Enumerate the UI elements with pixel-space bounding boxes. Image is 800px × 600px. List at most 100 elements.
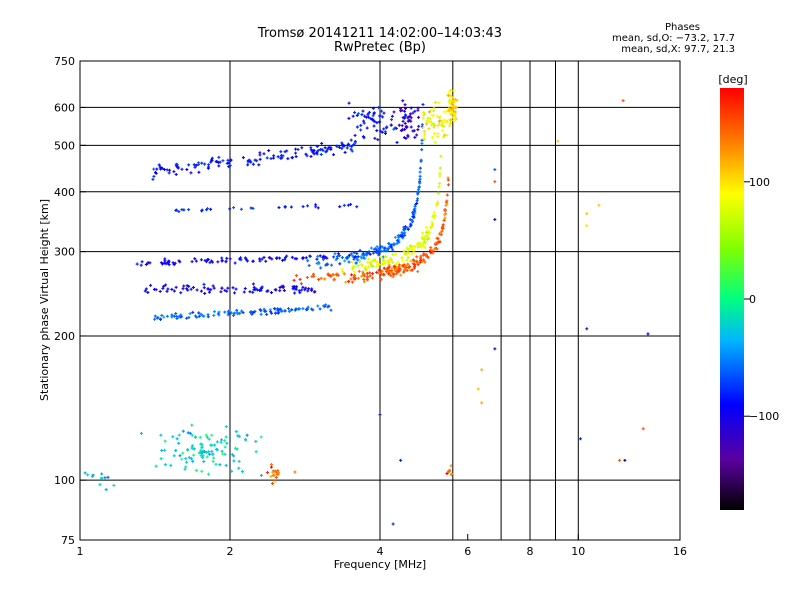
curve-point bbox=[430, 224, 434, 228]
cluster-point bbox=[194, 468, 198, 472]
cluster-point bbox=[276, 469, 280, 473]
trace-point bbox=[176, 166, 180, 170]
cluster-point bbox=[375, 129, 379, 133]
trace-point bbox=[212, 313, 216, 317]
trace-point bbox=[209, 160, 213, 164]
trace-point bbox=[182, 208, 186, 212]
curve-point bbox=[363, 274, 367, 278]
trace-point bbox=[225, 289, 229, 293]
cluster-point bbox=[445, 472, 449, 476]
cluster-point bbox=[454, 105, 458, 109]
trace-point bbox=[343, 150, 347, 154]
isolated-point bbox=[578, 437, 582, 441]
trace-point bbox=[192, 163, 196, 167]
cluster-point bbox=[232, 454, 236, 458]
cluster-point bbox=[408, 112, 412, 116]
cluster-point bbox=[240, 470, 244, 474]
curve-point bbox=[429, 225, 433, 229]
curve-point bbox=[351, 254, 355, 258]
cluster-point bbox=[204, 433, 208, 437]
trace-point bbox=[254, 287, 258, 291]
trace-point bbox=[196, 163, 200, 167]
curve-point bbox=[321, 258, 325, 262]
trace-point bbox=[228, 207, 232, 211]
cluster-point bbox=[428, 117, 432, 121]
trace-point bbox=[211, 260, 215, 264]
cluster-point bbox=[225, 441, 229, 445]
trace-point bbox=[203, 258, 207, 262]
trace-point bbox=[277, 206, 281, 210]
trace-point bbox=[232, 312, 236, 316]
cluster-point bbox=[403, 109, 407, 113]
curve-point bbox=[345, 256, 349, 260]
cluster-point bbox=[220, 449, 224, 453]
cluster-point bbox=[200, 445, 204, 449]
curve-point bbox=[367, 265, 371, 269]
cluster-point bbox=[355, 113, 359, 117]
phase-stats-heading: Phases bbox=[664, 22, 701, 33]
cluster-point bbox=[230, 469, 234, 473]
cluster-point bbox=[395, 140, 399, 144]
trace-point bbox=[194, 163, 198, 167]
trace-point bbox=[301, 205, 305, 209]
cluster-point bbox=[412, 129, 416, 133]
cluster-point bbox=[270, 463, 274, 467]
y-tick-label: 600 bbox=[54, 101, 75, 114]
cluster-point bbox=[270, 482, 274, 486]
cluster-point bbox=[409, 106, 413, 110]
trace-point bbox=[168, 168, 172, 172]
curve-point bbox=[359, 255, 363, 259]
x-tick-label: 1 bbox=[77, 545, 84, 558]
cluster-point bbox=[347, 101, 351, 105]
curve-point bbox=[430, 220, 434, 224]
cluster-point bbox=[191, 459, 195, 463]
curve-point bbox=[325, 262, 329, 266]
cluster-point bbox=[438, 115, 442, 119]
cluster-point bbox=[197, 451, 201, 455]
x-axis-label: Frequency [MHz] bbox=[334, 558, 426, 571]
curve-point bbox=[434, 203, 438, 207]
curve-point bbox=[317, 277, 321, 281]
curve-point bbox=[402, 249, 406, 253]
curve-point bbox=[374, 259, 378, 263]
trace-point bbox=[232, 291, 236, 295]
curve-point bbox=[375, 248, 379, 252]
curve-point bbox=[362, 277, 366, 281]
curve-point bbox=[395, 242, 399, 246]
curve-point bbox=[384, 268, 388, 272]
curve-point bbox=[417, 185, 421, 189]
trace-point bbox=[309, 154, 313, 158]
cluster-point bbox=[451, 97, 455, 101]
trace-point bbox=[258, 288, 262, 292]
trace-point bbox=[347, 253, 351, 257]
colorbar-tick-label: 100 bbox=[749, 176, 770, 189]
x-tick-label: 10 bbox=[571, 545, 585, 558]
trace-point bbox=[140, 260, 144, 264]
curve-point bbox=[368, 252, 372, 256]
curve-point bbox=[424, 230, 428, 234]
curve-point bbox=[412, 252, 416, 256]
isolated-point bbox=[585, 224, 589, 228]
trace-point bbox=[227, 161, 231, 165]
isolated-point bbox=[493, 168, 497, 172]
cluster-point bbox=[376, 138, 380, 142]
trace-point bbox=[166, 287, 170, 291]
cluster-point bbox=[435, 114, 439, 118]
trace-point bbox=[227, 311, 231, 315]
isolated-point bbox=[493, 180, 497, 184]
curve-point bbox=[427, 232, 431, 236]
trace-point bbox=[251, 282, 255, 286]
cluster-point bbox=[446, 94, 450, 98]
trace-point bbox=[293, 291, 297, 295]
curve-point bbox=[420, 138, 424, 142]
curve-point bbox=[349, 273, 353, 277]
curve-point bbox=[407, 247, 411, 251]
isolated-point bbox=[378, 413, 382, 417]
trace-point bbox=[200, 208, 204, 212]
trace-point bbox=[301, 257, 305, 261]
curve-point bbox=[336, 273, 340, 277]
cluster-point bbox=[385, 125, 389, 129]
x-tick-label: 16 bbox=[673, 545, 687, 558]
cluster-point bbox=[450, 110, 454, 114]
curve-point bbox=[427, 237, 431, 241]
